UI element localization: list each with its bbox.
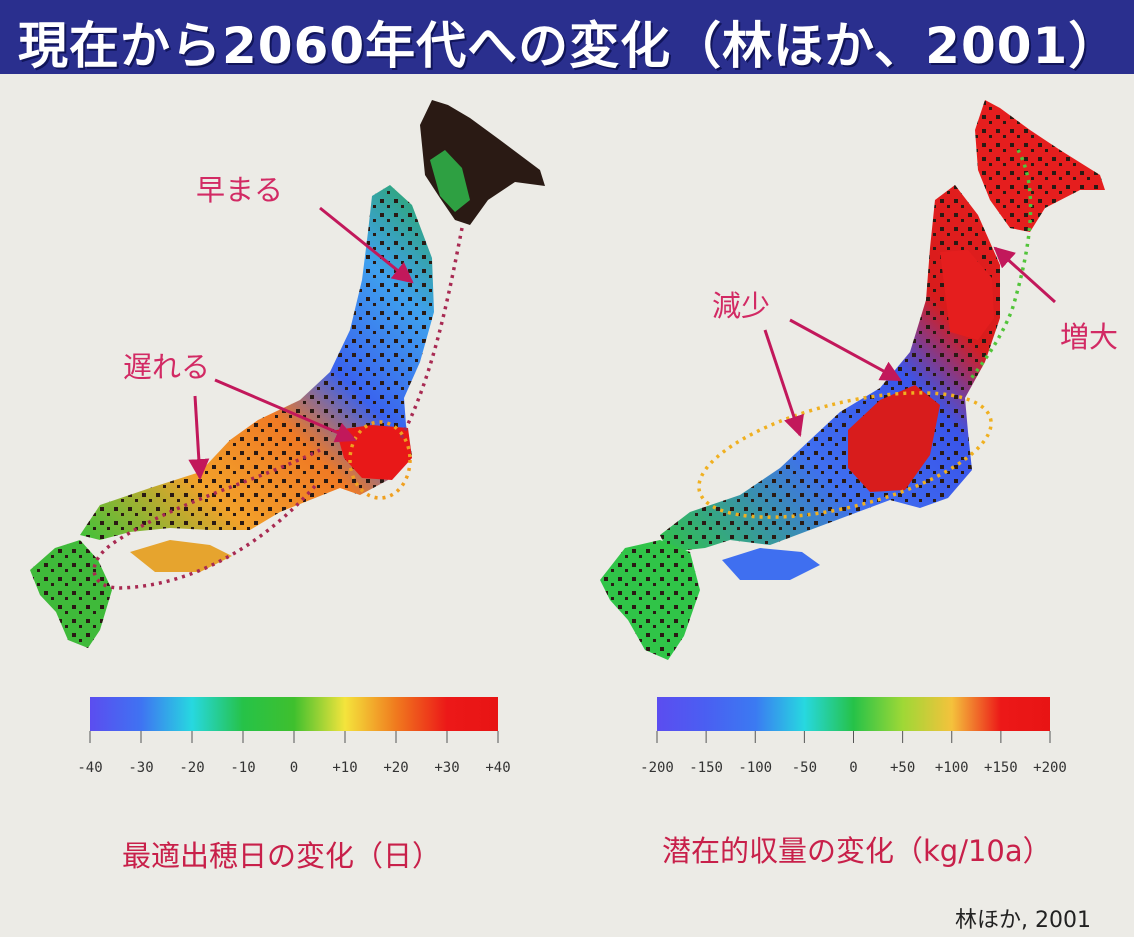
right-arrow-decrease-1: [763, 329, 804, 437]
right-arrow-increase: [993, 246, 1057, 304]
citation: 林ほか, 2001: [955, 908, 1091, 933]
title-bar: 現在から2060年代への変化（林ほか、2001）: [0, 0, 1134, 75]
left-map: [30, 100, 545, 648]
left-sw-speckle: [30, 540, 112, 648]
right-tick-label: -200: [640, 760, 674, 776]
right-arrow-decrease-2: [789, 318, 902, 382]
left-color-scale: [90, 697, 498, 731]
right-tick-label: 0: [849, 760, 858, 776]
right-honshu-speckle: [660, 185, 1000, 552]
right-color-scale: [657, 697, 1050, 731]
right-ellipse-yellow: [697, 391, 993, 519]
right-sw-speckle: [600, 540, 700, 660]
left-tick-label: +10: [332, 760, 358, 776]
left-scale-ticks: [89, 731, 499, 743]
left-arrow-later-2: [214, 378, 357, 443]
right-shikoku: [722, 548, 820, 580]
left-tick-label: -10: [230, 760, 256, 776]
right-tick-label: -100: [738, 760, 773, 776]
left-shikoku: [130, 540, 232, 572]
right-red-north: [940, 250, 994, 340]
right-caption: 潜在的収量の変化（kg/10a）: [662, 834, 1052, 868]
right-hokkaido-speckle: [975, 100, 1105, 232]
left-ellipse-east: [348, 420, 412, 500]
left-tick-label: +30: [434, 760, 460, 776]
left-tick-label: 0: [289, 760, 299, 776]
right-tick-label: +200: [1033, 760, 1067, 776]
left-arrow-earlier: [319, 206, 414, 284]
right-map: [600, 100, 1105, 660]
right-tick-label: -150: [689, 760, 723, 776]
right-red-central: [848, 385, 940, 492]
left-dotted-west: [92, 448, 321, 590]
label-later: 遅れる: [123, 350, 211, 384]
left-tick-label: -20: [179, 760, 205, 776]
page-title: 現在から2060年代への変化（林ほか、2001）: [18, 17, 1120, 75]
label-earlier: 早まる: [196, 173, 284, 207]
right-tick-label: +50: [889, 760, 916, 776]
right-tick-label: +150: [984, 760, 1018, 776]
right-scale-ticks: [656, 731, 1051, 743]
label-decrease: 減少: [712, 289, 771, 323]
right-tick-label: -50: [791, 760, 818, 776]
right-dotted-green: [968, 149, 1033, 382]
left-dotted-east: [398, 227, 464, 441]
left-tick-label: +40: [485, 760, 511, 776]
right-tick-label: +100: [934, 760, 969, 776]
left-tick-label: -30: [128, 760, 154, 776]
left-arrow-later-1: [188, 395, 210, 481]
label-increase: 増大: [1060, 320, 1119, 354]
left-tick-label: +20: [383, 760, 409, 776]
left-tick-label: -40: [77, 760, 103, 776]
left-hokkaido-color: [430, 150, 470, 212]
map-figure: [30, 100, 1105, 743]
left-caption: 最適出穂日の変化（日）: [122, 839, 442, 873]
